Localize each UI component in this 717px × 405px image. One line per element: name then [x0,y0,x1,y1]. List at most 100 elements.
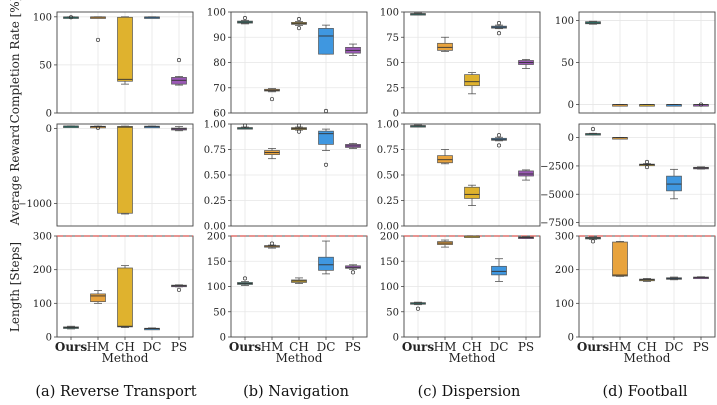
outlier-DC [496,133,502,138]
outlier-HM [269,97,275,102]
panel-1-3: −7500 −5000 −2500 0 [540,123,716,229]
x-tick-label-HM: HM [87,340,110,354]
outlier-DC [323,162,329,167]
y-tick-label: 0 [393,109,399,120]
outlier-CH [644,165,650,170]
x-axis-label: Method [102,351,149,365]
x-axis-label: Method [276,351,323,365]
y-tick-label: 50 [39,60,52,71]
y-tick-label: 200 [33,265,52,276]
row-label-completion: Completion Rate [%] [8,0,22,123]
y-tick-label: −1000 [18,199,52,210]
box-CH [464,186,480,199]
y-tick-label: 200 [380,232,399,243]
y-tick-label: −7500 [540,218,574,229]
y-tick-label: 150 [207,257,226,268]
plot-frame [578,123,716,227]
y-tick-label: 0.75 [377,145,399,156]
panel-1-0: −1000 0 [18,123,194,227]
x-tick-label-CH: CH [462,340,482,354]
row-label-length: Length [Steps] [8,242,22,332]
box-DC [318,256,334,271]
outlier-HM [269,241,275,246]
y-tick-label: 0 [568,133,574,144]
y-tick-label: 0.50 [377,171,399,182]
outlier-Ours [590,239,596,244]
outlier-PS [176,287,182,292]
y-tick-label: 50 [386,58,399,69]
y-tick-label: 150 [380,257,399,268]
y-tick-label: 0 [220,333,226,344]
y-tick-label: 100 [380,8,399,19]
y-tick-label: 200 [207,232,226,243]
y-tick-label: 90 [213,33,226,44]
x-tick-label-PS: PS [345,340,361,354]
x-tick-label-HM: HM [261,340,284,354]
outlier-DC [323,108,329,114]
box-CH [117,126,133,214]
outlier-DC [496,31,502,36]
panel-2-1: 0 50 100 150 200 Ours HM CH DC PS Method [207,232,368,365]
y-tick-label: 0.25 [204,196,226,207]
outlier-CH [296,129,302,134]
outlier-CH [644,159,650,165]
outlier-Ours [242,276,248,281]
box-CH [464,74,480,87]
box-PS [518,170,534,177]
x-tick-label-Ours: Ours [577,340,610,354]
y-tick-label: 100 [207,8,226,19]
y-tick-label: 0 [393,333,399,344]
box-HM [437,155,453,164]
box-PS [171,77,187,85]
x-tick-label-PS: PS [693,340,709,354]
x-axis-label: Method [449,351,496,365]
x-tick-label-Ours: Ours [55,340,88,354]
y-tick-label: 0 [46,333,52,344]
y-tick-label: 200 [555,265,574,276]
outlier-PS [698,102,704,107]
y-tick-label: 75 [386,33,399,44]
box-HM [90,293,106,303]
caption-d: (d) Football [603,384,688,400]
x-tick-label-HM: HM [609,340,632,354]
y-tick-label: 70 [213,83,226,94]
x-tick-label-CH: CH [289,340,309,354]
y-tick-label: 100 [380,282,399,293]
y-tick-label: 80 [213,58,226,69]
x-tick-label-DC: DC [143,340,162,354]
panel-2-3: 0 100 200 300 Ours HM CH DC PS Method [555,232,716,365]
outlier-Ours [242,123,248,128]
x-tick-label-DC: DC [317,340,336,354]
y-tick-label: 0.00 [204,222,226,233]
x-tick-label-Ours: Ours [229,340,262,354]
x-tick-label-Ours: Ours [402,340,435,354]
outlier-Ours [68,15,74,20]
outlier-PS [350,270,356,275]
caption-a: (a) Reverse Transport [35,384,196,400]
box-DC [318,28,334,55]
y-tick-label: 300 [33,232,52,243]
outlier-Ours [590,127,596,132]
y-tick-label: 0.50 [204,171,226,182]
y-tick-label: 0.25 [377,196,399,207]
y-tick-label: 0 [46,124,52,135]
y-tick-label: 100 [33,12,52,23]
x-tick-label-DC: DC [490,340,509,354]
y-tick-label: 100 [33,299,52,310]
outlier-HM [95,37,101,42]
x-axis-label: Method [624,351,671,365]
plot-frame [56,11,194,114]
outlier-Ours [415,306,421,311]
y-tick-label: 100 [555,299,574,310]
outlier-PS [176,58,182,63]
y-tick-label: 1.00 [377,120,399,131]
panel-0-2: 0 25 50 75 100 [380,8,541,120]
outlier-DC [496,143,502,148]
panel-2-2: 0 50 100 150 200 Ours HM CH DC PS Method [380,232,541,365]
y-tick-label: 100 [555,16,574,27]
y-tick-label: −2500 [540,161,574,172]
outlier-CH [296,17,302,22]
outlier-CH [296,26,302,31]
y-tick-label: 300 [555,232,574,243]
